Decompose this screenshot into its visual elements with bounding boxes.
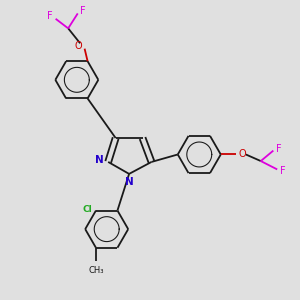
Text: N: N [125,177,134,187]
Text: F: F [280,166,285,176]
Text: Cl: Cl [82,205,92,214]
Text: F: F [276,144,281,154]
Text: F: F [47,11,53,21]
Text: O: O [75,41,83,51]
Text: F: F [80,6,86,16]
Text: CH₃: CH₃ [88,266,104,275]
Text: O: O [238,149,246,159]
Text: N: N [95,155,103,166]
